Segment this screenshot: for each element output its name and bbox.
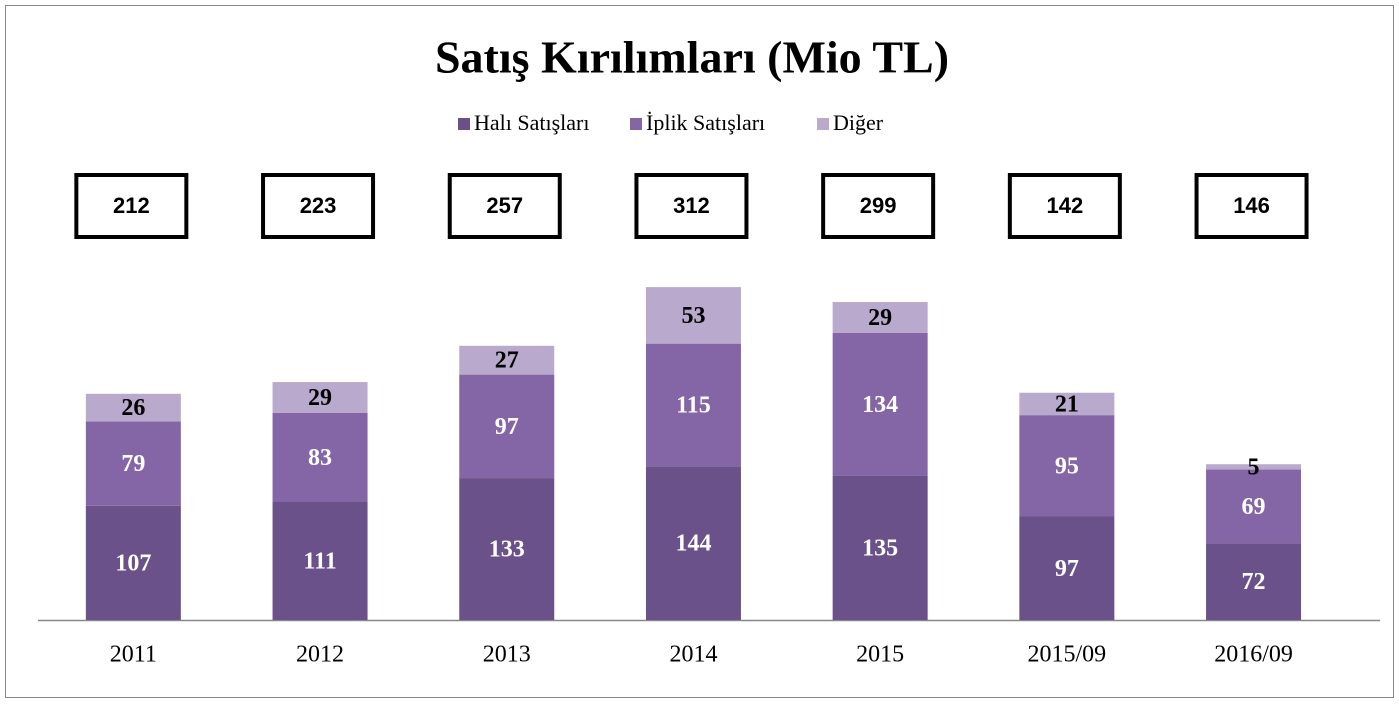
bar-segment bbox=[832, 302, 928, 333]
data-label: 135 bbox=[862, 535, 898, 561]
data-label: 95 bbox=[1055, 453, 1079, 479]
total-box bbox=[821, 173, 936, 239]
legend-swatch bbox=[458, 118, 470, 130]
bar-segment bbox=[832, 332, 928, 476]
total-label: 212 bbox=[113, 193, 150, 218]
bar-segment bbox=[1206, 464, 1302, 470]
legend-swatch bbox=[630, 118, 642, 130]
bar-segment bbox=[1019, 415, 1115, 517]
total-label: 257 bbox=[486, 193, 523, 218]
total-label: 142 bbox=[1046, 193, 1083, 218]
data-label: 21 bbox=[1055, 391, 1079, 417]
bar-segment bbox=[645, 343, 741, 467]
x-tick-label: 2015/09 bbox=[1028, 642, 1107, 668]
x-tick-label: 2016/09 bbox=[1214, 642, 1293, 668]
data-label: 69 bbox=[1242, 494, 1266, 520]
total-box bbox=[1194, 173, 1309, 239]
bar-segment bbox=[1019, 516, 1115, 620]
data-label: 133 bbox=[489, 537, 525, 563]
x-tick-label: 2011 bbox=[110, 642, 157, 668]
bar-segment bbox=[645, 466, 741, 620]
data-label: 29 bbox=[868, 305, 892, 331]
legend-label: İplik Satışları bbox=[646, 110, 765, 135]
bar-segment bbox=[459, 345, 555, 375]
bar-segment bbox=[1019, 392, 1115, 416]
x-tick-label: 2014 bbox=[669, 642, 717, 668]
bar-segment bbox=[459, 374, 555, 479]
data-label: 115 bbox=[676, 392, 711, 418]
legend-label: Diğer bbox=[833, 110, 884, 135]
total-label: 312 bbox=[673, 193, 710, 218]
bar-segment bbox=[85, 505, 181, 620]
x-tick-label: 2013 bbox=[483, 642, 531, 668]
data-label: 144 bbox=[675, 531, 711, 557]
bar-segment bbox=[1206, 543, 1302, 620]
bar-segment bbox=[272, 501, 368, 620]
data-label: 79 bbox=[121, 451, 145, 477]
data-label: 97 bbox=[1055, 556, 1079, 582]
bar-segment bbox=[272, 413, 368, 502]
total-label: 223 bbox=[300, 193, 337, 218]
data-label: 72 bbox=[1242, 569, 1266, 595]
x-tick-label: 2012 bbox=[296, 642, 344, 668]
total-label: 299 bbox=[860, 193, 897, 218]
bar-segment bbox=[832, 475, 928, 620]
legend-swatch bbox=[817, 118, 829, 130]
bar-segment bbox=[272, 382, 368, 414]
data-label: 29 bbox=[308, 385, 332, 411]
bar-segment bbox=[459, 478, 555, 620]
total-label: 146 bbox=[1233, 193, 1270, 218]
data-label: 27 bbox=[495, 348, 519, 374]
total-box bbox=[261, 173, 376, 239]
data-label: 97 bbox=[495, 414, 519, 440]
data-label: 5 bbox=[1248, 454, 1260, 480]
bar-segment bbox=[1206, 469, 1302, 544]
data-label: 134 bbox=[862, 392, 898, 418]
bar-segment bbox=[85, 393, 181, 422]
data-label: 107 bbox=[115, 550, 151, 576]
bar-segment bbox=[85, 421, 181, 506]
bar-segment bbox=[645, 287, 741, 344]
data-label: 83 bbox=[308, 445, 332, 471]
total-box bbox=[634, 173, 749, 239]
total-box bbox=[1007, 173, 1122, 239]
legend-label: Halı Satışları bbox=[474, 110, 589, 135]
data-label: 26 bbox=[121, 395, 145, 421]
total-box bbox=[447, 173, 562, 239]
chart-title: Satış Kırılımları (Mio TL) bbox=[435, 32, 949, 83]
data-label: 53 bbox=[681, 303, 705, 329]
data-label: 111 bbox=[303, 548, 336, 574]
total-box bbox=[74, 173, 189, 239]
x-tick-label: 2015 bbox=[856, 642, 904, 668]
